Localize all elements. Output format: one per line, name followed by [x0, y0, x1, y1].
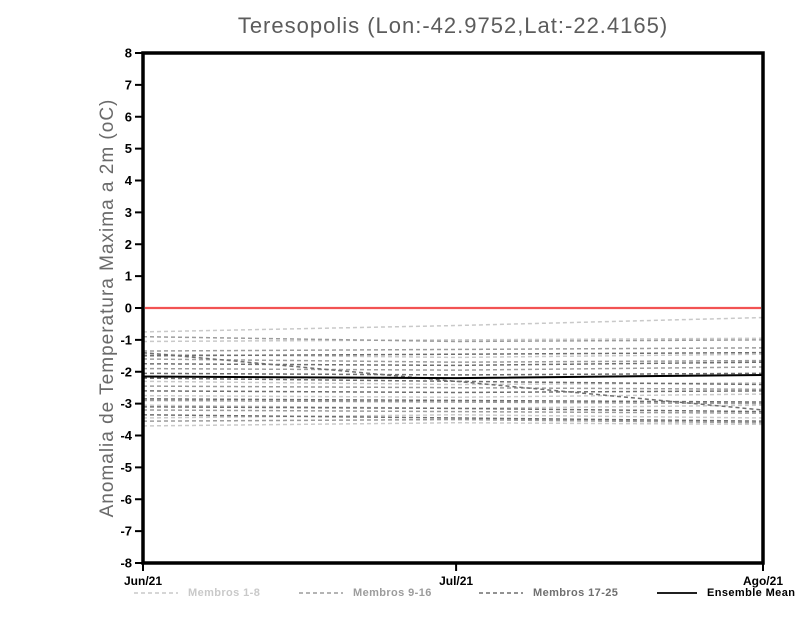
member-line [142, 421, 764, 427]
legend-item-ensemble-mean: Ensemble Mean [656, 586, 795, 600]
x-tick-label: Jun/21 [124, 574, 162, 588]
y-tick-label: -7 [120, 524, 132, 539]
y-tick-label: 7 [125, 77, 132, 92]
ensemble-mean-line [142, 373, 764, 380]
y-tick-label: 6 [125, 109, 132, 124]
member-line [142, 366, 764, 371]
y-tick-label: -2 [120, 364, 132, 379]
y-tick-label: 8 [125, 46, 132, 61]
legend-label-ensemble-mean: Ensemble Mean [707, 587, 796, 599]
member-line [142, 393, 764, 399]
member-line [142, 390, 764, 394]
legend-line-sample-ensemble-mean [657, 592, 697, 594]
legend-item-membros-17-25: Membros 17-25 [478, 586, 618, 600]
y-tick-label: 0 [125, 301, 132, 316]
y-tick-label: 2 [125, 237, 132, 252]
legend-label-membros-17-25: Membros 17-25 [533, 587, 619, 599]
legend: Membros 1-8 Membros 9-16 Membros 17-25 E… [0, 586, 800, 604]
y-tick-label: -3 [120, 396, 132, 411]
y-tick-label: -8 [120, 556, 132, 571]
y-tick-label: 5 [125, 141, 132, 156]
legend-item-membros-1-8: Membros 1-8 [133, 586, 260, 600]
legend-line-sample-membros-17-25 [479, 592, 523, 594]
member-line [142, 347, 764, 352]
member-line [142, 316, 764, 333]
member-line [142, 351, 764, 411]
y-tick-label: -5 [120, 460, 132, 475]
legend-line-sample-membros-1-8 [134, 592, 178, 594]
legend-line-sample-membros-9-16 [299, 592, 343, 594]
y-tick-label: 1 [125, 269, 132, 284]
legend-item-membros-9-16: Membros 9-16 [298, 586, 432, 600]
chart-title: Teresopolis (Lon:-42.9752,Lat:-22.4165) [237, 13, 669, 38]
member-line [142, 372, 764, 376]
x-tick-label: Ago/21 [743, 574, 783, 588]
y-tick-label: -4 [120, 428, 132, 443]
y-tick-label: 3 [125, 205, 132, 220]
legend-label-membros-9-16: Membros 9-16 [353, 587, 432, 599]
y-tick-label: 4 [125, 173, 133, 188]
member-line [142, 385, 764, 391]
x-tick-label: Jul/21 [439, 574, 473, 588]
y-tick-label: -1 [120, 332, 132, 347]
y-tick-label: -6 [120, 492, 132, 507]
legend-label-membros-1-8: Membros 1-8 [188, 587, 261, 599]
